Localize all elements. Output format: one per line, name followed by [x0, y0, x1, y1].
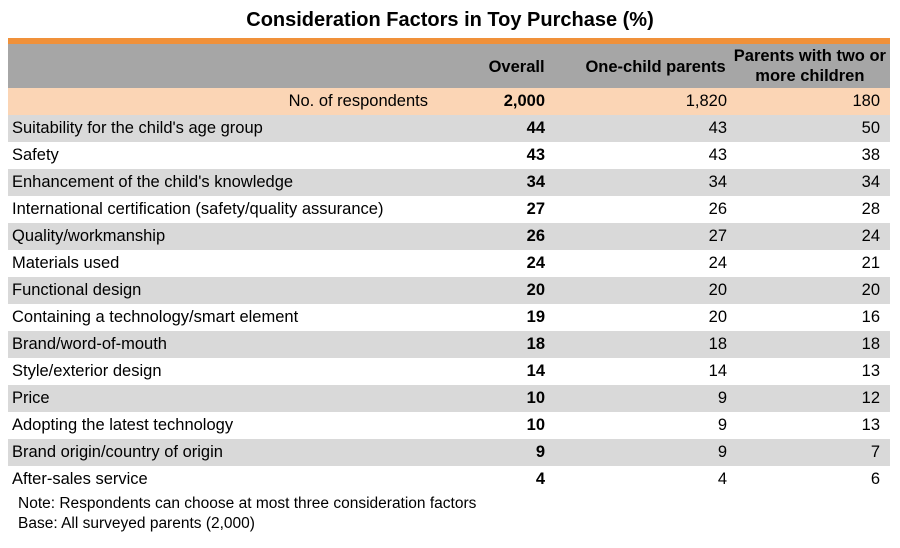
row-one-child: 9 — [717, 416, 727, 434]
header-accent-bar — [8, 38, 890, 44]
row-overall: 24 — [526, 254, 545, 272]
row-overall: 19 — [526, 308, 545, 326]
row-factor: Brand/word-of-mouth — [12, 335, 167, 353]
respondents-two-plus: 180 — [852, 92, 880, 110]
row-two-plus: 28 — [861, 200, 880, 218]
row-factor: International certification (safety/qual… — [12, 200, 384, 218]
row-factor: Adopting the latest technology — [12, 416, 234, 434]
row-overall: 43 — [526, 146, 545, 164]
row-two-plus: 24 — [861, 227, 880, 245]
row-one-child: 34 — [708, 173, 727, 191]
respondents-overall: 2,000 — [503, 92, 545, 110]
row-factor: After-sales service — [12, 470, 148, 488]
table-row: Safety 43 43 38 — [8, 142, 890, 169]
chart-title: Consideration Factors in Toy Purchase (%… — [246, 9, 654, 31]
row-one-child: 14 — [708, 362, 727, 380]
row-overall: 14 — [526, 362, 545, 380]
row-one-child: 18 — [708, 335, 727, 353]
row-factor: Brand origin/country of origin — [12, 443, 223, 461]
row-two-plus: 20 — [861, 281, 880, 299]
row-two-plus: 6 — [870, 470, 880, 488]
row-overall: 10 — [526, 416, 545, 434]
row-one-child: 9 — [717, 389, 727, 407]
row-two-plus: 21 — [861, 254, 880, 272]
table-row: Enhancement of the child's knowledge 34 34… — [8, 169, 890, 196]
table-row: Suitability for the child's age group 44 4… — [8, 115, 890, 142]
row-two-plus: 50 — [861, 119, 880, 137]
row-two-plus: 7 — [870, 443, 880, 461]
row-one-child: 43 — [708, 119, 727, 137]
row-one-child: 24 — [708, 254, 727, 272]
table-row: International certification (safety/qual… — [8, 196, 890, 223]
row-two-plus: 13 — [861, 416, 880, 434]
row-two-plus: 13 — [861, 362, 880, 380]
row-two-plus: 18 — [861, 335, 880, 353]
table-row: After-sales service 4 4 6 — [8, 466, 890, 493]
table-row: Quality/workmanship 26 27 24 — [8, 223, 890, 250]
row-two-plus: 34 — [861, 173, 880, 191]
row-overall: 18 — [526, 335, 545, 353]
row-two-plus: 12 — [861, 389, 880, 407]
note-choice-limit: Note: Respondents can choose at most thr… — [18, 495, 477, 512]
note-base: Base: All surveyed parents (2,000) — [18, 515, 255, 532]
table-row: Style/exterior design 14 14 13 — [8, 358, 890, 385]
notes: Note: Respondents can choose at most thr… — [18, 494, 476, 534]
table-row: Adopting the latest technology 10 9 13 — [8, 412, 890, 439]
row-overall: 10 — [526, 389, 545, 407]
row-one-child: 9 — [717, 443, 727, 461]
row-factor: Price — [12, 389, 50, 407]
row-one-child: 26 — [708, 200, 727, 218]
row-overall: 9 — [535, 443, 545, 461]
row-factor: Containing a technology/smart element — [12, 308, 299, 326]
row-overall: 20 — [526, 281, 545, 299]
row-factor: Style/exterior design — [12, 362, 162, 380]
row-one-child: 20 — [708, 308, 727, 326]
row-overall: 44 — [526, 119, 545, 137]
table-row: Brand/word-of-mouth 18 18 18 — [8, 331, 890, 358]
row-overall: 27 — [526, 200, 545, 218]
table-row: Materials used 24 24 21 — [8, 250, 890, 277]
table-row: Containing a technology/smart element 19 2… — [8, 304, 890, 331]
row-factor: Safety — [12, 146, 59, 164]
row-overall: 4 — [535, 470, 545, 488]
header-one-child: One-child parents — [585, 58, 726, 76]
table-row: Price 10 9 12 — [8, 385, 890, 412]
row-factor: Functional design — [12, 281, 142, 299]
row-one-child: 4 — [717, 470, 727, 488]
row-two-plus: 16 — [861, 308, 880, 326]
header-two-plus: Parents with two or more children — [733, 47, 886, 85]
row-two-plus: 38 — [861, 146, 880, 164]
row-factor: Quality/workmanship — [12, 227, 166, 245]
header-overall: Overall — [488, 58, 545, 76]
respondents-row: No. of respondents 2,000 1,820 180 — [8, 88, 890, 115]
row-factor: Materials used — [12, 254, 120, 272]
row-one-child: 20 — [708, 281, 727, 299]
data-table: Overall One-child parents Parents with t… — [8, 44, 890, 493]
respondents-label: No. of respondents — [288, 92, 428, 110]
row-factor: Suitability for the child's age group — [12, 119, 263, 137]
row-one-child: 27 — [708, 227, 727, 245]
table-row: Functional design 20 20 20 — [8, 277, 890, 304]
table-body: Suitability for the child's age group 44 4… — [8, 115, 890, 493]
row-factor: Enhancement of the child's knowledge — [12, 173, 294, 191]
table-header-row: Overall One-child parents Parents with t… — [8, 44, 890, 88]
table-row: Brand origin/country of origin 9 9 7 — [8, 439, 890, 466]
row-overall: 26 — [526, 227, 545, 245]
respondents-one-child: 1,820 — [685, 92, 727, 110]
row-one-child: 43 — [708, 146, 727, 164]
row-overall: 34 — [526, 173, 545, 191]
